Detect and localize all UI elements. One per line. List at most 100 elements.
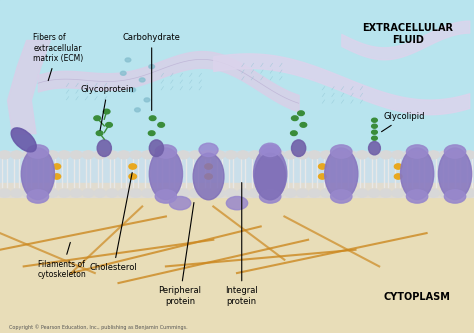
Circle shape (297, 189, 308, 197)
Circle shape (319, 174, 326, 179)
Circle shape (71, 151, 82, 159)
Circle shape (201, 189, 213, 197)
Circle shape (205, 164, 212, 169)
Ellipse shape (325, 148, 358, 199)
Circle shape (94, 189, 106, 197)
Circle shape (130, 189, 141, 197)
Circle shape (205, 174, 212, 179)
Text: Fibers of
extracellular
matrix (ECM): Fibers of extracellular matrix (ECM) (33, 33, 83, 81)
Circle shape (53, 174, 61, 179)
Text: Carbohydrate: Carbohydrate (123, 33, 181, 111)
Circle shape (372, 118, 377, 122)
Circle shape (372, 136, 377, 140)
Circle shape (11, 151, 22, 159)
Ellipse shape (149, 140, 164, 157)
Circle shape (149, 65, 155, 69)
Ellipse shape (193, 153, 224, 200)
Circle shape (333, 189, 344, 197)
Circle shape (166, 189, 177, 197)
Circle shape (404, 151, 415, 159)
Circle shape (23, 151, 34, 159)
Circle shape (130, 151, 141, 159)
Ellipse shape (27, 190, 49, 203)
Circle shape (148, 131, 155, 136)
Circle shape (103, 109, 110, 114)
Ellipse shape (149, 148, 182, 199)
Circle shape (82, 189, 94, 197)
Circle shape (82, 151, 94, 159)
Circle shape (213, 151, 225, 159)
Circle shape (190, 151, 201, 159)
Circle shape (404, 189, 415, 197)
Text: EXTRACELLULAR
FLUID: EXTRACELLULAR FLUID (362, 23, 453, 45)
Ellipse shape (292, 140, 306, 157)
Circle shape (59, 189, 70, 197)
Circle shape (292, 116, 298, 121)
Ellipse shape (406, 190, 428, 203)
Circle shape (120, 71, 126, 75)
Ellipse shape (444, 145, 465, 158)
Circle shape (142, 189, 154, 197)
Circle shape (372, 130, 377, 134)
Circle shape (129, 164, 137, 169)
Circle shape (392, 151, 403, 159)
Circle shape (428, 189, 439, 197)
Circle shape (166, 151, 177, 159)
Text: Peripheral
protein: Peripheral protein (159, 202, 201, 306)
Circle shape (249, 189, 261, 197)
Circle shape (394, 164, 402, 169)
Circle shape (106, 123, 112, 127)
Circle shape (416, 189, 427, 197)
Circle shape (464, 189, 474, 197)
Ellipse shape (261, 143, 280, 157)
Circle shape (47, 189, 58, 197)
Circle shape (118, 189, 129, 197)
Circle shape (129, 174, 137, 179)
Circle shape (416, 151, 427, 159)
Circle shape (144, 98, 150, 102)
Ellipse shape (255, 153, 285, 200)
Circle shape (125, 58, 131, 62)
Circle shape (392, 189, 403, 197)
Circle shape (428, 151, 439, 159)
Circle shape (154, 189, 165, 197)
Ellipse shape (254, 148, 287, 199)
Circle shape (319, 164, 326, 169)
Circle shape (96, 131, 103, 136)
Ellipse shape (11, 128, 36, 152)
Circle shape (130, 88, 136, 92)
Circle shape (440, 189, 451, 197)
Circle shape (0, 151, 10, 159)
Circle shape (94, 116, 100, 121)
Circle shape (261, 189, 273, 197)
Ellipse shape (259, 190, 281, 203)
Circle shape (71, 189, 82, 197)
Circle shape (142, 151, 154, 159)
Circle shape (47, 151, 58, 159)
Circle shape (273, 151, 284, 159)
Circle shape (309, 189, 320, 197)
Ellipse shape (155, 145, 176, 158)
Ellipse shape (369, 142, 380, 155)
Circle shape (53, 164, 61, 169)
Circle shape (149, 116, 156, 121)
Circle shape (356, 189, 368, 197)
Polygon shape (0, 183, 474, 333)
Circle shape (59, 151, 70, 159)
Text: Glycolipid: Glycolipid (382, 112, 426, 132)
Circle shape (452, 151, 463, 159)
Circle shape (139, 78, 145, 82)
Ellipse shape (27, 145, 49, 158)
Circle shape (201, 151, 213, 159)
Circle shape (298, 111, 304, 116)
Circle shape (190, 189, 201, 197)
Ellipse shape (438, 148, 472, 199)
Circle shape (237, 151, 249, 159)
Circle shape (35, 189, 46, 197)
Circle shape (368, 151, 380, 159)
Circle shape (297, 151, 308, 159)
Circle shape (452, 189, 463, 197)
Circle shape (23, 189, 34, 197)
Circle shape (225, 189, 237, 197)
Circle shape (356, 151, 368, 159)
